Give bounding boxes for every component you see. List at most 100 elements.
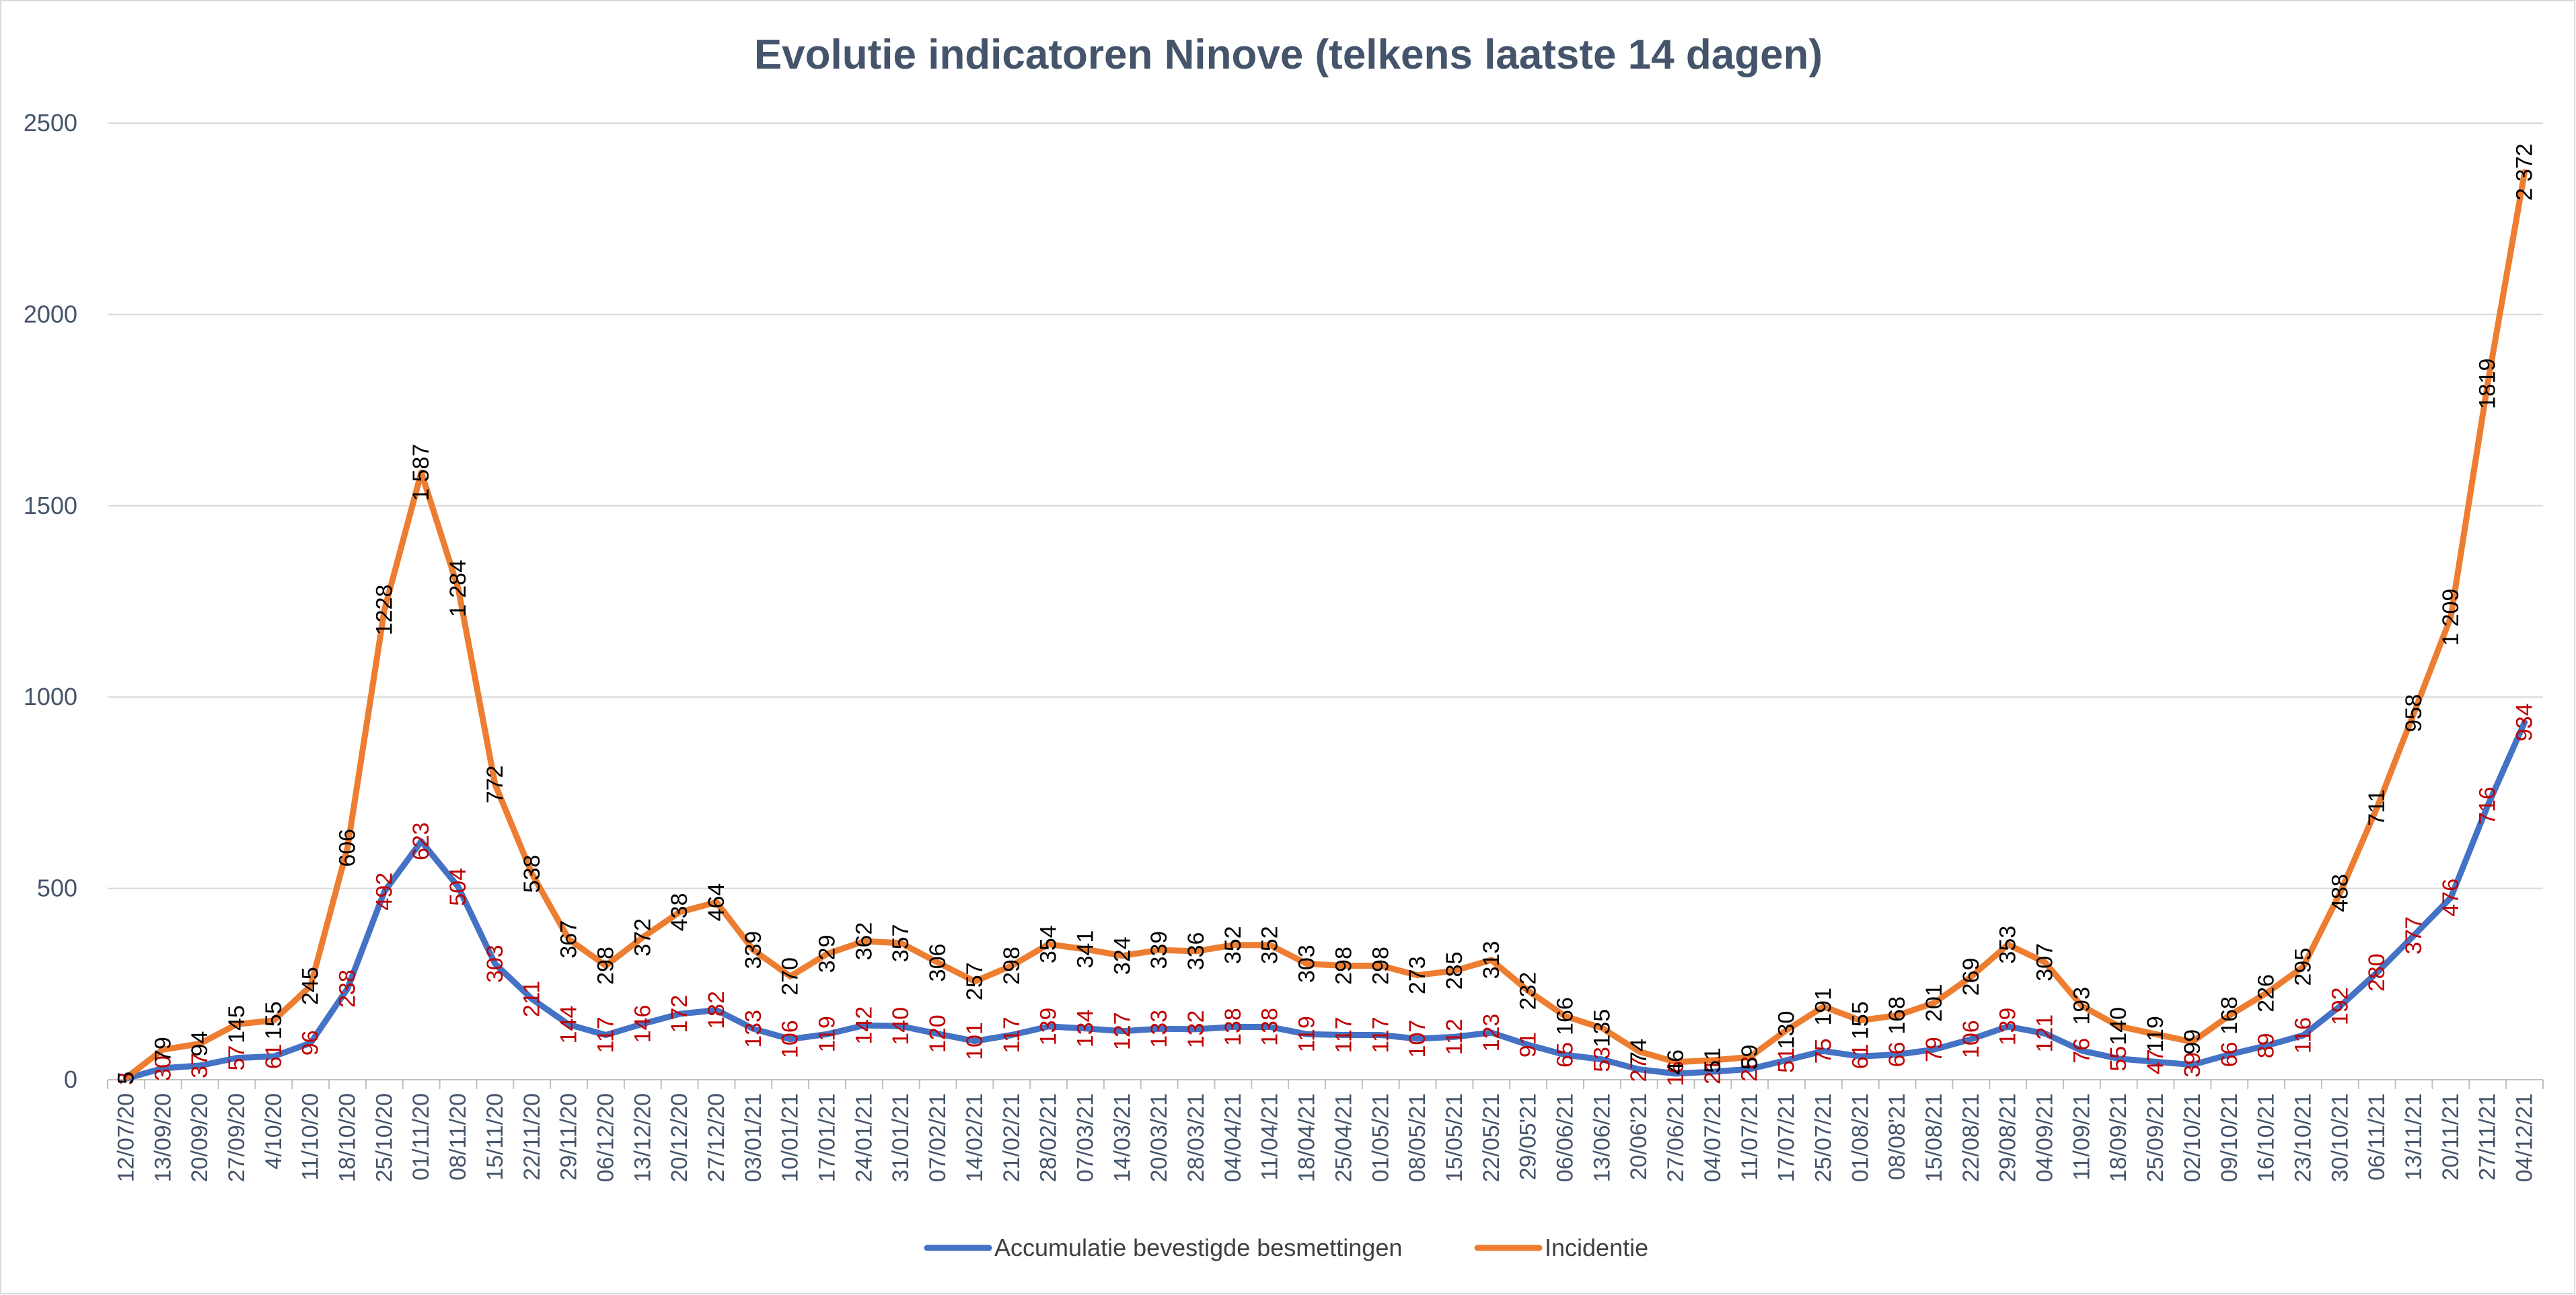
x-tick-label: 06/11/21	[2364, 1093, 2390, 1181]
data-label-incidentie: 245	[298, 967, 324, 1005]
data-label-accumulatie: 280	[2364, 953, 2390, 992]
x-tick-label: 30/10/21	[2327, 1093, 2353, 1182]
data-label-accumulatie: 139	[1995, 1008, 2021, 1046]
data-label-accumulatie: 144	[556, 1006, 582, 1044]
x-tick-label: 18/10/20	[335, 1093, 361, 1182]
axes: 0 500 1000 1500 2000 2500 12/07/20 13/09/20 20/0…	[24, 109, 2544, 1182]
x-tick-label: 13/11/21	[2401, 1093, 2427, 1181]
data-label-incidentie: 298	[593, 947, 618, 985]
data-label-accumulatie: 139	[1036, 1008, 1062, 1046]
data-label-accumulatie: 66	[2217, 1042, 2242, 1068]
data-label-incidentie: 135	[1589, 1009, 1615, 1047]
data-label-incidentie: 46	[1663, 1049, 1689, 1075]
x-tick-label: 11/09/21	[2069, 1093, 2094, 1181]
data-label-incidentie: 372	[630, 918, 655, 957]
x-tick-label: 12/07/20	[113, 1093, 139, 1182]
x-tick-label: 25/09/21	[2143, 1093, 2168, 1182]
data-label-incidentie: 306	[925, 944, 951, 982]
x-tick-label: 29/05'21	[1516, 1093, 1541, 1180]
data-label-accumulatie: 132	[1183, 1010, 1209, 1049]
x-tick-label: 08/05/21	[1405, 1093, 1430, 1182]
data-label-accumulatie: 138	[1220, 1008, 1246, 1046]
x-tick-label: 13/12/20	[630, 1093, 655, 1182]
data-label-incidentie: 488	[2327, 874, 2353, 912]
data-label-incidentie: 94	[187, 1031, 213, 1057]
x-tick-label: 22/08/21	[1958, 1093, 1984, 1182]
data-label-accumulatie: 51	[1774, 1047, 1800, 1073]
data-label-incidentie: 329	[815, 934, 840, 973]
data-label-accumulatie: 89	[2254, 1033, 2279, 1058]
data-label-accumulatie: 377	[2401, 916, 2427, 955]
data-labels: 3 30 37 57 61 96 238 492 623 504 303 211 144 117 146 17…	[113, 143, 2537, 1086]
data-label-incidentie: 119	[2143, 1016, 2168, 1052]
data-label-incidentie: 336	[1183, 932, 1209, 971]
x-tick-label: 04/04/21	[1220, 1093, 1246, 1182]
x-tick-label: 15/08/21	[1921, 1093, 1947, 1182]
data-label-accumulatie: 28	[1737, 1056, 1763, 1082]
data-label-accumulatie: 79	[1921, 1037, 1947, 1062]
chart-title: Evolutie indicatoren Ninove (telkens laa…	[754, 32, 1823, 78]
x-tick-label: 07/03/21	[1072, 1093, 1098, 1182]
data-label-incidentie: 270	[778, 957, 803, 996]
data-label-accumulatie: 934	[2512, 703, 2538, 741]
data-label-accumulatie: 142	[851, 1006, 877, 1045]
x-tick-label: 18/04/21	[1294, 1093, 1320, 1182]
data-label-incidentie: 303	[1294, 945, 1320, 983]
data-label-accumulatie: 53	[1589, 1047, 1615, 1072]
x-tick-label: 15/05/21	[1442, 1093, 1467, 1182]
x-tick-label: 14/02/21	[962, 1093, 988, 1182]
data-label-accumulatie: 65	[1553, 1042, 1578, 1068]
data-label-accumulatie: 117	[1368, 1016, 1393, 1053]
data-label-incidentie: 1 284	[445, 560, 471, 617]
y-tick-label: 500	[37, 875, 77, 902]
x-tick-label: 24/01/21	[851, 1093, 877, 1182]
x-tick-label: 15/11/20	[482, 1093, 508, 1181]
data-label-incidentie: 1228	[371, 585, 397, 636]
x-tick-label: 01/05/21	[1368, 1093, 1393, 1182]
gridlines	[108, 122, 2543, 889]
data-label-accumulatie: 192	[2327, 987, 2353, 1025]
data-label-accumulatie: 91	[1516, 1032, 1541, 1058]
x-tick-label: 20/06'21	[1626, 1093, 1652, 1180]
data-label-incidentie: 313	[1479, 941, 1504, 979]
data-label-incidentie: 339	[1146, 931, 1172, 969]
data-label-accumulatie: 39	[2180, 1052, 2205, 1078]
data-label-incidentie: 168	[1884, 996, 1910, 1035]
x-tick-label: 27/12/20	[704, 1093, 729, 1182]
data-label-incidentie: 352	[1257, 926, 1283, 964]
data-label-incidentie: 232	[1516, 972, 1541, 1010]
data-label-incidentie: 772	[482, 766, 508, 804]
x-tick-label: 28/02/21	[1036, 1093, 1062, 1182]
data-label-incidentie: 1819	[2475, 359, 2501, 410]
data-label-incidentie: 353	[1995, 926, 2021, 964]
data-label-accumulatie: 106	[1958, 1020, 1984, 1058]
x-tick-label: 22/11/20	[519, 1093, 545, 1181]
data-label-incidentie: 606	[335, 829, 361, 867]
x-tick-label: 07/02/21	[925, 1093, 951, 1182]
y-tick-label: 2500	[24, 109, 77, 137]
data-label-incidentie: 438	[667, 893, 692, 931]
legend-label-accumulatie: Accumulatie bevestigde besmettingen	[994, 1234, 1402, 1261]
data-label-accumulatie: 76	[2069, 1038, 2094, 1064]
data-label-incidentie: 298	[1368, 947, 1393, 985]
x-tick-label: 17/01/21	[815, 1093, 840, 1182]
data-label-incidentie: 2 372	[2512, 143, 2538, 200]
data-label-accumulatie: 30	[150, 1056, 176, 1081]
data-label-accumulatie: 27	[1626, 1057, 1652, 1082]
data-label-incidentie: 166	[1553, 997, 1578, 1035]
x-tick-label: 14/03/21	[1109, 1093, 1135, 1182]
data-label-accumulatie: 61	[1847, 1043, 1873, 1069]
data-label-accumulatie: 119	[1294, 1016, 1320, 1052]
data-label-incidentie: 59	[1737, 1045, 1763, 1070]
data-label-accumulatie: 476	[2438, 879, 2464, 917]
x-tick-label: 11/04/21	[1257, 1093, 1283, 1181]
data-label-incidentie: 140	[2106, 1007, 2131, 1045]
data-label-accumulatie: 37	[187, 1053, 213, 1078]
data-label-accumulatie: 123	[1479, 1014, 1504, 1052]
data-label-accumulatie: 57	[224, 1045, 250, 1071]
x-tick-label: 04/12/21	[2512, 1093, 2538, 1182]
x-tick-label: 08/08'21	[1884, 1093, 1910, 1180]
data-label-incidentie: 367	[556, 920, 582, 959]
x-tick-label: 13/06/21	[1589, 1093, 1615, 1182]
